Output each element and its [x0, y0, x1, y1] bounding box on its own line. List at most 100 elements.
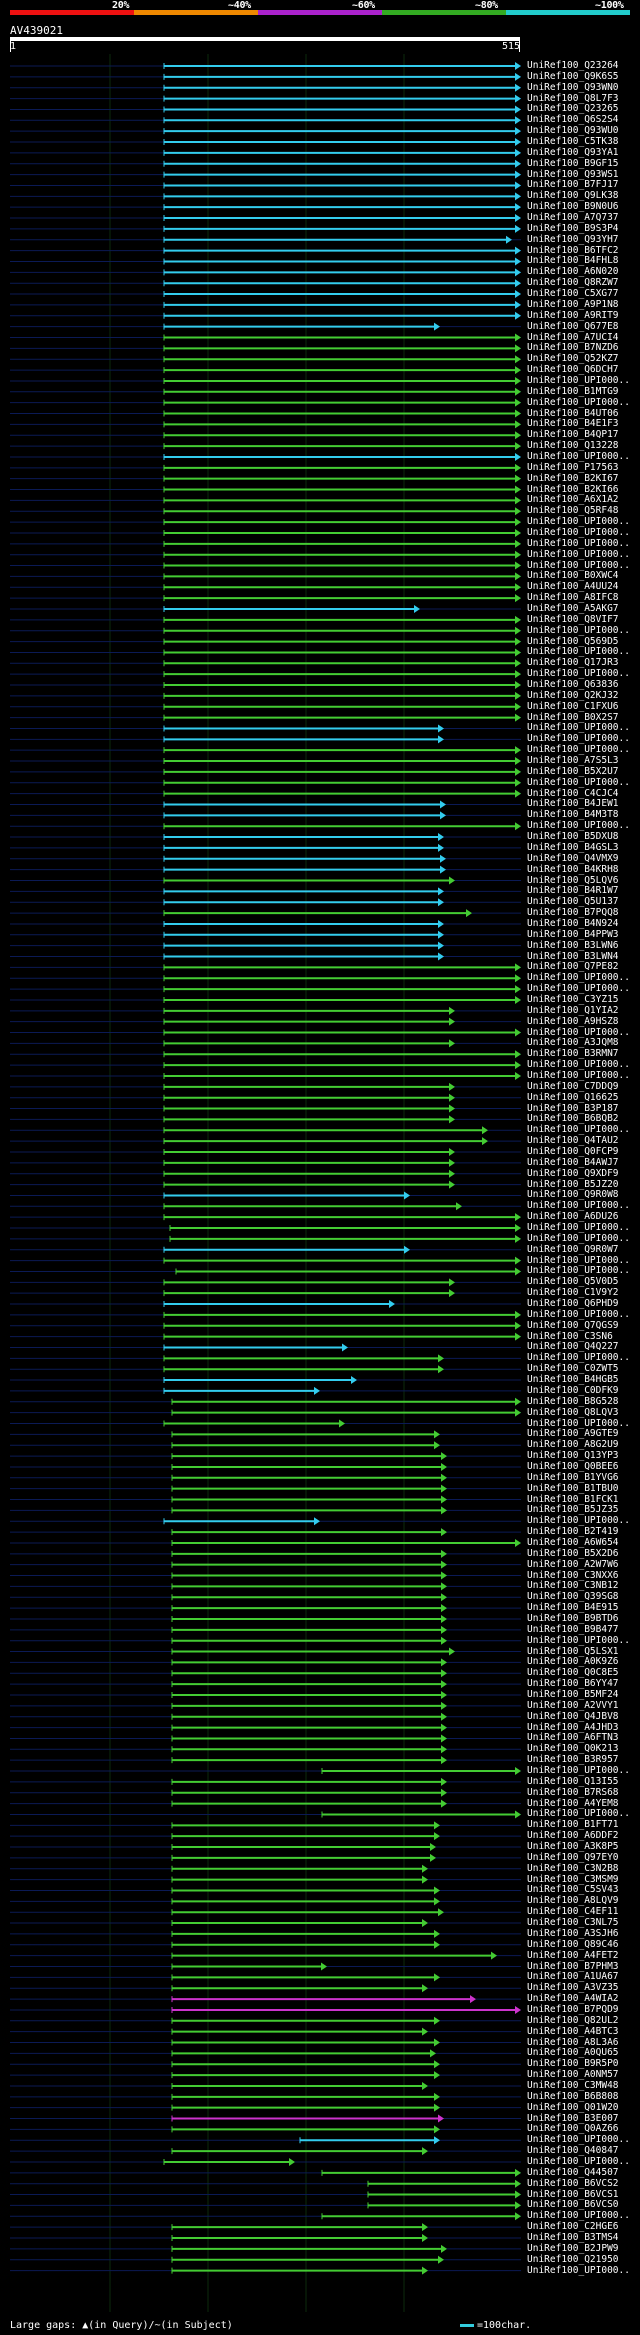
hit-label[interactable]: UniRef100_Q0K213 [527, 1743, 619, 1755]
hit-label[interactable]: UniRef100_Q23264 [527, 60, 619, 71]
hit-label[interactable]: UniRef100_Q569D5 [527, 635, 619, 647]
hit-label[interactable]: UniRef100_A1UA67 [527, 1971, 619, 1983]
hit-label[interactable]: UniRef100_C1V9Y2 [527, 1287, 619, 1299]
hit-label[interactable]: UniRef100_UPI000.. [527, 2134, 630, 2146]
hit-label[interactable]: UniRef100_B0XWC4 [527, 570, 619, 582]
hit-label[interactable]: UniRef100_UPI000.. [527, 983, 630, 995]
hit-label[interactable]: UniRef100_B3R957 [527, 1754, 619, 1766]
hit-label[interactable]: UniRef100_Q93YH7 [527, 233, 619, 245]
hit-label[interactable]: UniRef100_UPI000.. [527, 646, 630, 658]
hit-label[interactable]: UniRef100_B4E915 [527, 1602, 619, 1614]
hit-label[interactable]: UniRef100_Q5RF48 [527, 505, 619, 517]
hit-label[interactable]: UniRef100_A2W7W6 [527, 1558, 619, 1570]
hit-label[interactable]: UniRef100_Q6PHD9 [527, 1298, 619, 1310]
hit-label[interactable]: UniRef100_A8L3A6 [527, 2036, 619, 2048]
hit-label[interactable]: UniRef100_Q0BEE6 [527, 1460, 619, 1472]
hit-label[interactable]: UniRef100_C3NL75 [527, 1917, 619, 1929]
hit-label[interactable]: UniRef100_B2T419 [527, 1526, 619, 1538]
hit-label[interactable]: UniRef100_B0X2S7 [527, 711, 619, 723]
hit-label[interactable]: UniRef100_Q8RZW7 [527, 277, 619, 289]
hit-label[interactable]: UniRef100_UPI000.. [527, 1765, 630, 1777]
hit-label[interactable]: UniRef100_Q23265 [527, 103, 619, 115]
hit-label[interactable]: UniRef100_Q93WN0 [527, 81, 619, 93]
hit-label[interactable]: UniRef100_P17563 [527, 461, 619, 473]
hit-label[interactable]: UniRef100_A3K8P5 [527, 1841, 619, 1853]
hit-label[interactable]: UniRef100_Q89C46 [527, 1938, 619, 1950]
hit-label[interactable]: UniRef100_A9GTE9 [527, 1428, 619, 1440]
hit-label[interactable]: UniRef100_B3E007 [527, 2112, 619, 2124]
hit-label[interactable]: UniRef100_Q93WS1 [527, 168, 619, 180]
hit-label[interactable]: UniRef100_A3JQM8 [527, 1037, 619, 1049]
hit-label[interactable]: UniRef100_C3SN6 [527, 1330, 613, 1342]
hit-label[interactable]: UniRef100_B5MF24 [527, 1689, 619, 1700]
hit-label[interactable]: UniRef100_A0QU65 [527, 2047, 619, 2059]
hit-label[interactable]: UniRef100_B7NZD6 [527, 342, 619, 354]
hit-label[interactable]: UniRef100_UPI000.. [527, 722, 630, 734]
hit-label[interactable]: UniRef100_B5DXU8 [527, 831, 619, 843]
hit-label[interactable]: UniRef100_Q8LQV3 [527, 1406, 619, 1418]
hit-label[interactable]: UniRef100_A3VZ35 [527, 1982, 619, 1994]
hit-label[interactable]: UniRef100_B4E1F3 [527, 418, 619, 430]
hit-label[interactable]: UniRef100_UPI000.. [527, 526, 630, 538]
hit-label[interactable]: UniRef100_Q93WU0 [527, 125, 619, 137]
hit-label[interactable]: UniRef100_UPI000.. [527, 516, 630, 528]
hit-label[interactable]: UniRef100_B2KI66 [527, 483, 619, 495]
hit-label[interactable]: UniRef100_A4JHD3 [527, 1721, 619, 1733]
hit-label[interactable]: UniRef100_B8G528 [527, 1395, 619, 1407]
hit-label[interactable]: UniRef100_UPI000.. [527, 1232, 630, 1244]
hit-label[interactable]: UniRef100_UPI000.. [527, 2210, 630, 2222]
hit-label[interactable]: UniRef100_UPI000.. [527, 559, 630, 571]
hit-label[interactable]: UniRef100_UPI000.. [527, 1124, 630, 1136]
hit-label[interactable]: UniRef100_A7S5L3 [527, 755, 619, 767]
hit-label[interactable]: UniRef100_A3SJH6 [527, 1927, 619, 1939]
hit-label[interactable]: UniRef100_A7Q737 [527, 212, 619, 224]
hit-label[interactable]: UniRef100_UPI000.. [527, 374, 630, 386]
hit-label[interactable]: UniRef100_Q93YA1 [527, 146, 619, 158]
hit-label[interactable]: UniRef100_A9HSZ8 [527, 1015, 619, 1027]
hit-label[interactable]: UniRef100_B2JPW9 [527, 2242, 619, 2254]
hit-label[interactable]: UniRef100_Q2KJ32 [527, 689, 619, 701]
hit-label[interactable]: UniRef100_B6BQB2 [527, 1113, 619, 1125]
hit-label[interactable]: UniRef100_UPI000.. [527, 776, 630, 788]
hit-label[interactable]: UniRef100_UPI000.. [527, 744, 630, 756]
hit-label[interactable]: UniRef100_B7FJ17 [527, 179, 619, 191]
hit-label[interactable]: UniRef100_UPI000.. [527, 1200, 630, 1212]
hit-label[interactable]: UniRef100_UPI000.. [527, 1352, 630, 1364]
hit-label[interactable]: UniRef100_C5XG77 [527, 288, 619, 300]
hit-label[interactable]: UniRef100_B4AWJ7 [527, 1156, 619, 1168]
hit-label[interactable]: UniRef100_A8IFC8 [527, 592, 619, 604]
hit-label[interactable]: UniRef100_UPI000.. [527, 1254, 630, 1266]
hit-label[interactable]: UniRef100_A6W654 [527, 1536, 619, 1548]
hit-label[interactable]: UniRef100_C4EF11 [527, 1906, 619, 1918]
hit-label[interactable]: UniRef100_Q4JBV8 [527, 1710, 619, 1722]
hit-label[interactable]: UniRef100_B4R1W7 [527, 885, 619, 897]
hit-label[interactable]: UniRef100_C1FXU6 [527, 700, 619, 712]
hit-label[interactable]: UniRef100_Q9XDF9 [527, 1167, 619, 1179]
hit-label[interactable]: UniRef100_UPI000.. [527, 1634, 630, 1646]
hit-label[interactable]: UniRef100_Q82UL2 [527, 2014, 619, 2026]
hit-label[interactable]: UniRef100_UPI000.. [527, 1059, 630, 1071]
hit-label[interactable]: UniRef100_B7PHM3 [527, 1960, 619, 1972]
hit-label[interactable]: UniRef100_B1YVG6 [527, 1471, 619, 1483]
hit-label[interactable]: UniRef100_Q8VIF7 [527, 613, 619, 625]
hit-label[interactable]: UniRef100_Q40847 [527, 2145, 619, 2157]
hit-label[interactable]: UniRef100_B9S3P4 [527, 222, 619, 234]
hit-label[interactable]: UniRef100_B4FHL8 [527, 255, 619, 267]
hit-label[interactable]: UniRef100_Q7PE82 [527, 961, 619, 973]
hit-label[interactable]: UniRef100_A4WIA2 [527, 1993, 619, 2005]
hit-label[interactable]: UniRef100_C3MW48 [527, 2079, 619, 2091]
hit-label[interactable]: UniRef100_B3LWN6 [527, 939, 619, 951]
hit-label[interactable]: UniRef100_C3YZ15 [527, 993, 619, 1005]
hit-label[interactable]: UniRef100_C0ZWT5 [527, 1363, 619, 1375]
hit-label[interactable]: UniRef100_B9BTD6 [527, 1612, 619, 1624]
hit-label[interactable]: UniRef100_UPI000.. [527, 1808, 630, 1820]
hit-label[interactable]: UniRef100_A8G2U9 [527, 1439, 619, 1451]
hit-label[interactable]: UniRef100_B6TFC2 [527, 244, 619, 256]
hit-label[interactable]: UniRef100_Q63836 [527, 679, 619, 691]
hit-label[interactable]: UniRef100_A6FTN3 [527, 1732, 619, 1744]
hit-label[interactable]: UniRef100_UPI000.. [527, 2264, 630, 2276]
hit-label[interactable]: UniRef100_B5JZ35 [527, 1504, 619, 1516]
hit-label[interactable]: UniRef100_Q52KZ7 [527, 353, 619, 365]
hit-label[interactable]: UniRef100_B4UT06 [527, 407, 619, 419]
hit-label[interactable]: UniRef100_B6VCS0 [527, 2199, 619, 2211]
